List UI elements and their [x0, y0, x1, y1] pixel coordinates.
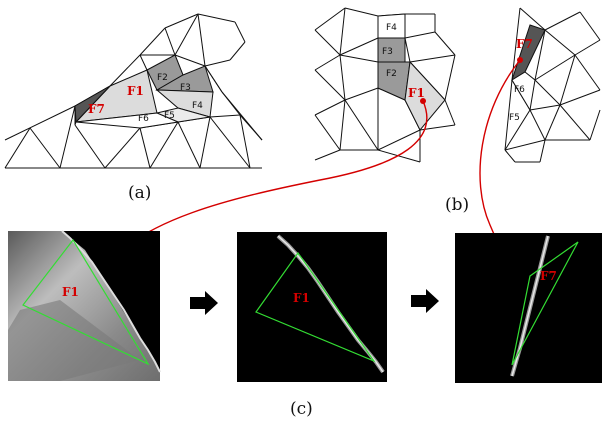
panel-c-image-3: F7	[455, 233, 602, 383]
panel-b-label-f3: F3	[382, 47, 393, 57]
panel-b-label-f5: F5	[509, 113, 520, 123]
panel-a-face-f6	[75, 112, 180, 129]
panel-a: F1 F2 F3 F4 F5 F6 F7	[4, 8, 281, 170]
panel-a-label-f3: F3	[180, 83, 191, 93]
panel-b-label-f1: F1	[408, 86, 425, 100]
panel-a-label-f1: F1	[127, 84, 144, 98]
right-arrow-icon	[411, 289, 439, 313]
right-arrow-icon	[190, 291, 218, 315]
panel-a-label-f7: F7	[88, 102, 105, 116]
caption-c: (c)	[290, 399, 313, 419]
panel-c-image-3-label: F7	[540, 269, 557, 283]
panel-c-image-1-label: F1	[62, 285, 79, 299]
caption-a: (a)	[128, 183, 151, 203]
caption-b: (b)	[445, 195, 469, 215]
panel-b-label-f4: F4	[386, 23, 397, 33]
panel-a-mesh	[4, 13, 263, 169]
panel-a-label-f4: F4	[192, 101, 203, 111]
panel-b-face-f1	[404, 60, 446, 131]
panel-b-label-f2: F2	[386, 69, 397, 79]
panel-b: F4 F3 F2 F1	[314, 7, 601, 163]
panel-a-label-f2: F2	[157, 73, 168, 83]
panel-b-label-f6: F6	[514, 85, 525, 95]
panel-b-face-f6	[511, 71, 536, 112]
panel-c-image-2: F1	[237, 232, 387, 382]
panel-c-image-1: F1	[8, 230, 161, 381]
panel-b-label-f7: F7	[516, 37, 533, 51]
panel-c-image-2-label: F1	[293, 291, 310, 305]
panel-a-label-f6: F6	[138, 114, 149, 124]
panel-a-label-f5: F5	[164, 111, 175, 121]
panel-b-right-mesh	[504, 7, 601, 163]
panel-b-face-f2	[377, 61, 411, 101]
